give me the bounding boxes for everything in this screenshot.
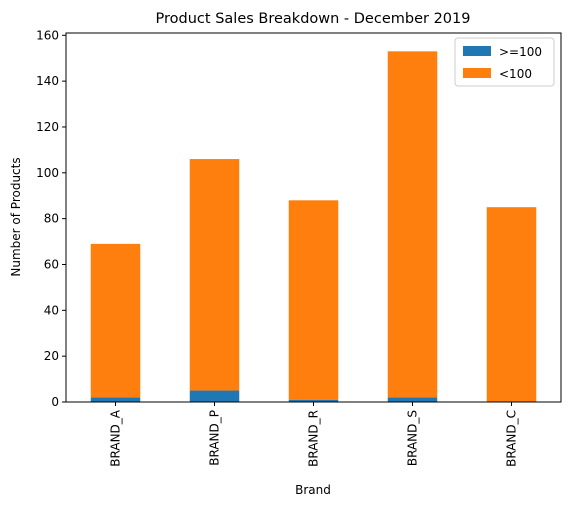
bar-brand-p-series-1 [189,159,240,391]
bar-brand-a-series-0 [90,397,141,402]
x-tick-label: BRAND_C [505,410,519,467]
y-tick-label: 0 [51,395,59,409]
bar-brand-p-series-0 [189,390,240,402]
x-tick-label: BRAND_A [109,409,123,467]
legend-swatch [463,46,491,56]
bar-brand-s-series-0 [387,397,438,402]
y-tick-label: 160 [36,28,59,42]
x-tick-label: BRAND_S [406,410,420,466]
bar-brand-r-series-0 [288,399,339,402]
bar-brand-c-series-1 [486,207,537,402]
legend-swatch [463,68,491,78]
legend-entry-label: <100 [499,67,532,81]
y-tick-label: 140 [36,74,59,88]
legend: >=100 <100 [454,37,555,87]
y-tick-label: 60 [44,257,59,271]
y-tick-label: 80 [44,212,59,226]
legend-entry-label: >=100 [499,45,542,59]
plot-area [90,51,537,402]
y-tick-label: 120 [36,120,59,134]
y-tick-label: 100 [36,166,59,180]
chart-title: Product Sales Breakdown - December 2019 [156,11,471,27]
y-tick-label: 20 [44,349,59,363]
x-axis: BRAND_A BRAND_P BRAND_R BRAND_S BRAND_C [109,402,519,467]
x-tick-label: BRAND_R [307,410,321,467]
x-axis-label: Brand [295,483,331,497]
y-tick-label: 40 [44,303,59,317]
bar-brand-r-series-1 [288,200,339,400]
x-tick-label: BRAND_P [208,410,222,466]
y-axis: 0 20 40 60 80 100 120 140 160 [36,28,66,409]
bar-brand-s-series-1 [387,51,438,398]
y-axis-label: Number of Products [9,157,23,276]
bar-brand-a-series-1 [90,243,141,398]
